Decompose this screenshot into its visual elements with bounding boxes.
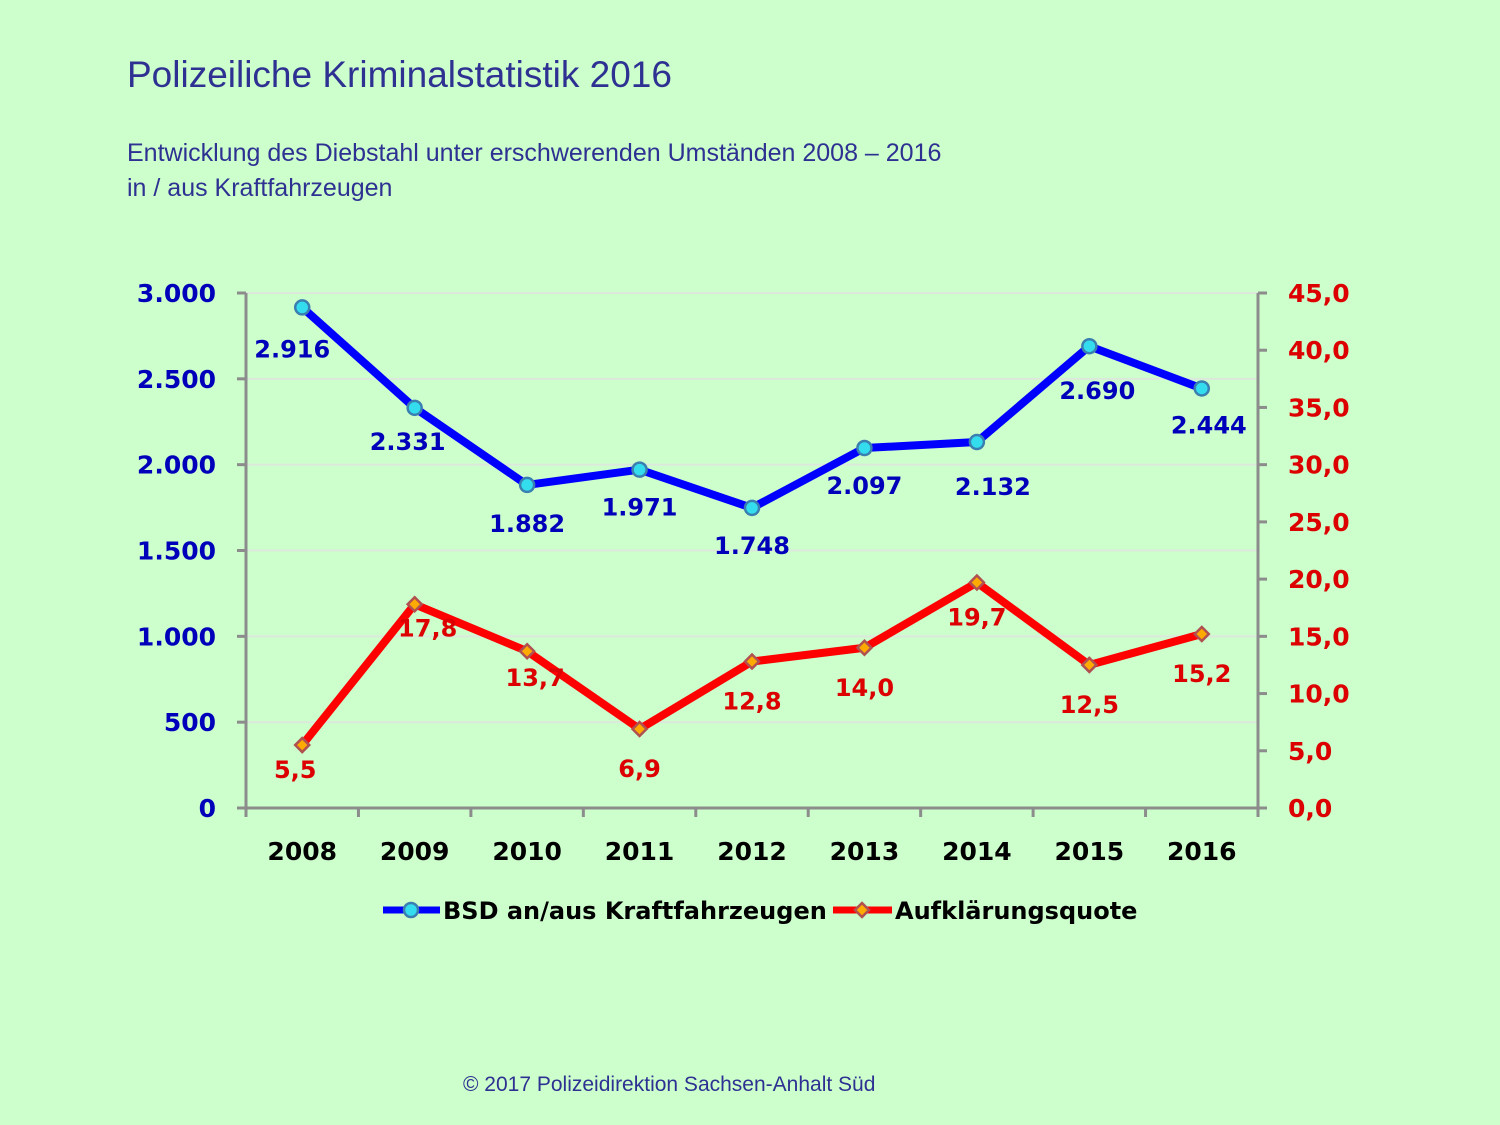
bsd-marker: [1193, 380, 1211, 397]
bsd-marker: [856, 439, 873, 457]
legend: BSD an/aus Kraftfahrzeugen Aufklärungsquo…: [383, 897, 1137, 925]
aufklaerungsquote-data-label: 12,8: [722, 688, 781, 716]
bsd-marker: [293, 299, 311, 316]
bsd-data-label: 2.690: [1059, 377, 1135, 405]
right-axis-tick-label: 35,0: [1288, 393, 1350, 422]
aufklaerungsquote-marker: [518, 642, 536, 660]
bsd-marker: [743, 499, 761, 517]
bsd-data-label: 2.331: [370, 428, 446, 456]
aufklaerungsquote-data-label: 17,8: [398, 614, 457, 642]
aufklaerungsquote-data-label: 15,2: [1172, 660, 1231, 688]
legend-marker-aufklaerungsquote: [853, 901, 871, 919]
chart-subtitle: Entwicklung des Diebstahl unter erschwer…: [127, 136, 941, 206]
aufklaerungsquote-marker: [1193, 625, 1211, 643]
x-axis-tick-label: 2008: [267, 837, 337, 866]
aufklaerungsquote-data-label: 19,7: [947, 604, 1006, 632]
bsd-data-label: 1.748: [714, 532, 790, 560]
aufklaerungsquote-marker: [405, 595, 424, 614]
aufklaerungsquote-marker: [743, 652, 761, 671]
series-markers: [293, 299, 1211, 754]
right-axis-tick-label: 40,0: [1288, 336, 1350, 365]
x-axis-tick-label: 2013: [830, 837, 900, 866]
aufklaerungsquote-marker: [293, 736, 311, 754]
aufklaerungsquote-marker: [855, 639, 874, 657]
aufklaerungsquote-data-label: 13,7: [506, 664, 565, 692]
aufklaerungsquote-data-label: 12,5: [1060, 691, 1119, 719]
left-axis-tick-label: 1.000: [137, 622, 216, 651]
right-axis-tick-label: 30,0: [1288, 451, 1350, 480]
axes: 0 500 1.000 1.500 2.000 2.500 3.000 0,0 5,0 10,0 1…: [137, 279, 1350, 866]
bsd-marker: [631, 461, 648, 478]
aufklaerungsquote-data-label: 6,9: [618, 755, 661, 783]
right-axis-tick-label: 25,0: [1288, 508, 1350, 537]
left-axis-tick-label: 2.000: [137, 451, 216, 480]
left-axis-tick-label: 3.000: [137, 279, 216, 308]
gridlines: [246, 292, 1258, 724]
series-lines: [299, 304, 1204, 748]
aufklaerungsquote-marker: [630, 720, 649, 738]
bsd-marker: [518, 476, 536, 494]
x-axis-tick-label: 2012: [717, 837, 787, 866]
right-axis-tick-label: 5,0: [1288, 737, 1332, 766]
page-title: Polizeiliche Kriminalstatistik 2016: [127, 54, 672, 95]
series-line-bsd: [299, 304, 1204, 512]
bsd-data-label: 1.882: [489, 510, 565, 538]
bsd-data-label: 2.916: [254, 335, 330, 363]
copyright-footer: © 2017 Polizeidirektion Sachsen-Anhalt S…: [463, 1073, 876, 1096]
bsd-data-label: 2.132: [955, 473, 1031, 501]
legend-label-bsd: BSD an/aus Kraftfahrzeugen: [443, 897, 827, 925]
subtitle-line-2: in / aus Kraftfahrzeugen: [127, 174, 393, 202]
aufklaerungsquote-marker: [1080, 656, 1099, 674]
right-axis-tick-label: 20,0: [1288, 565, 1350, 594]
left-axis-tick-label: 500: [164, 708, 216, 737]
aufklaerungsquote-data-label: 5,5: [274, 756, 317, 784]
x-axis-tick-label: 2011: [605, 837, 675, 866]
left-axis-tick-label: 2.500: [137, 365, 216, 394]
aufklaerungsquote-marker: [968, 573, 986, 592]
bsd-marker: [1081, 337, 1098, 355]
right-axis-tick-label: 45,0: [1288, 279, 1350, 308]
data-labels: 2.916 2.331 1.882 1.971 1.748 2.097 2.132 2.690…: [254, 335, 1246, 784]
legend-label-aufklaerungsquote: Aufklärungsquote: [895, 897, 1137, 925]
x-axis-tick-label: 2015: [1055, 837, 1125, 866]
right-axis-tick-label: 0,0: [1288, 794, 1332, 823]
right-axis-tick-label: 10,0: [1288, 680, 1350, 709]
aufklaerungsquote-data-label: 14,0: [835, 674, 894, 702]
right-axis-tick-label: 15,0: [1288, 622, 1350, 651]
left-axis-tick-label: 0: [199, 794, 216, 823]
x-axis-tick-label: 2009: [380, 837, 450, 866]
bsd-data-label: 2.444: [1171, 411, 1247, 439]
subtitle-line-1: Entwicklung des Diebstahl unter erschwer…: [127, 139, 942, 167]
bsd-data-label: 2.097: [826, 472, 902, 500]
left-axis-tick-label: 1.500: [137, 537, 216, 566]
bsd-marker: [968, 433, 986, 451]
bsd-data-label: 1.971: [602, 494, 678, 522]
x-axis-tick-label: 2010: [492, 837, 562, 866]
legend-marker-bsd: [402, 901, 420, 919]
bsd-marker: [406, 399, 423, 417]
x-axis-tick-label: 2014: [942, 837, 1012, 866]
x-axis-tick-label: 2016: [1167, 837, 1237, 866]
